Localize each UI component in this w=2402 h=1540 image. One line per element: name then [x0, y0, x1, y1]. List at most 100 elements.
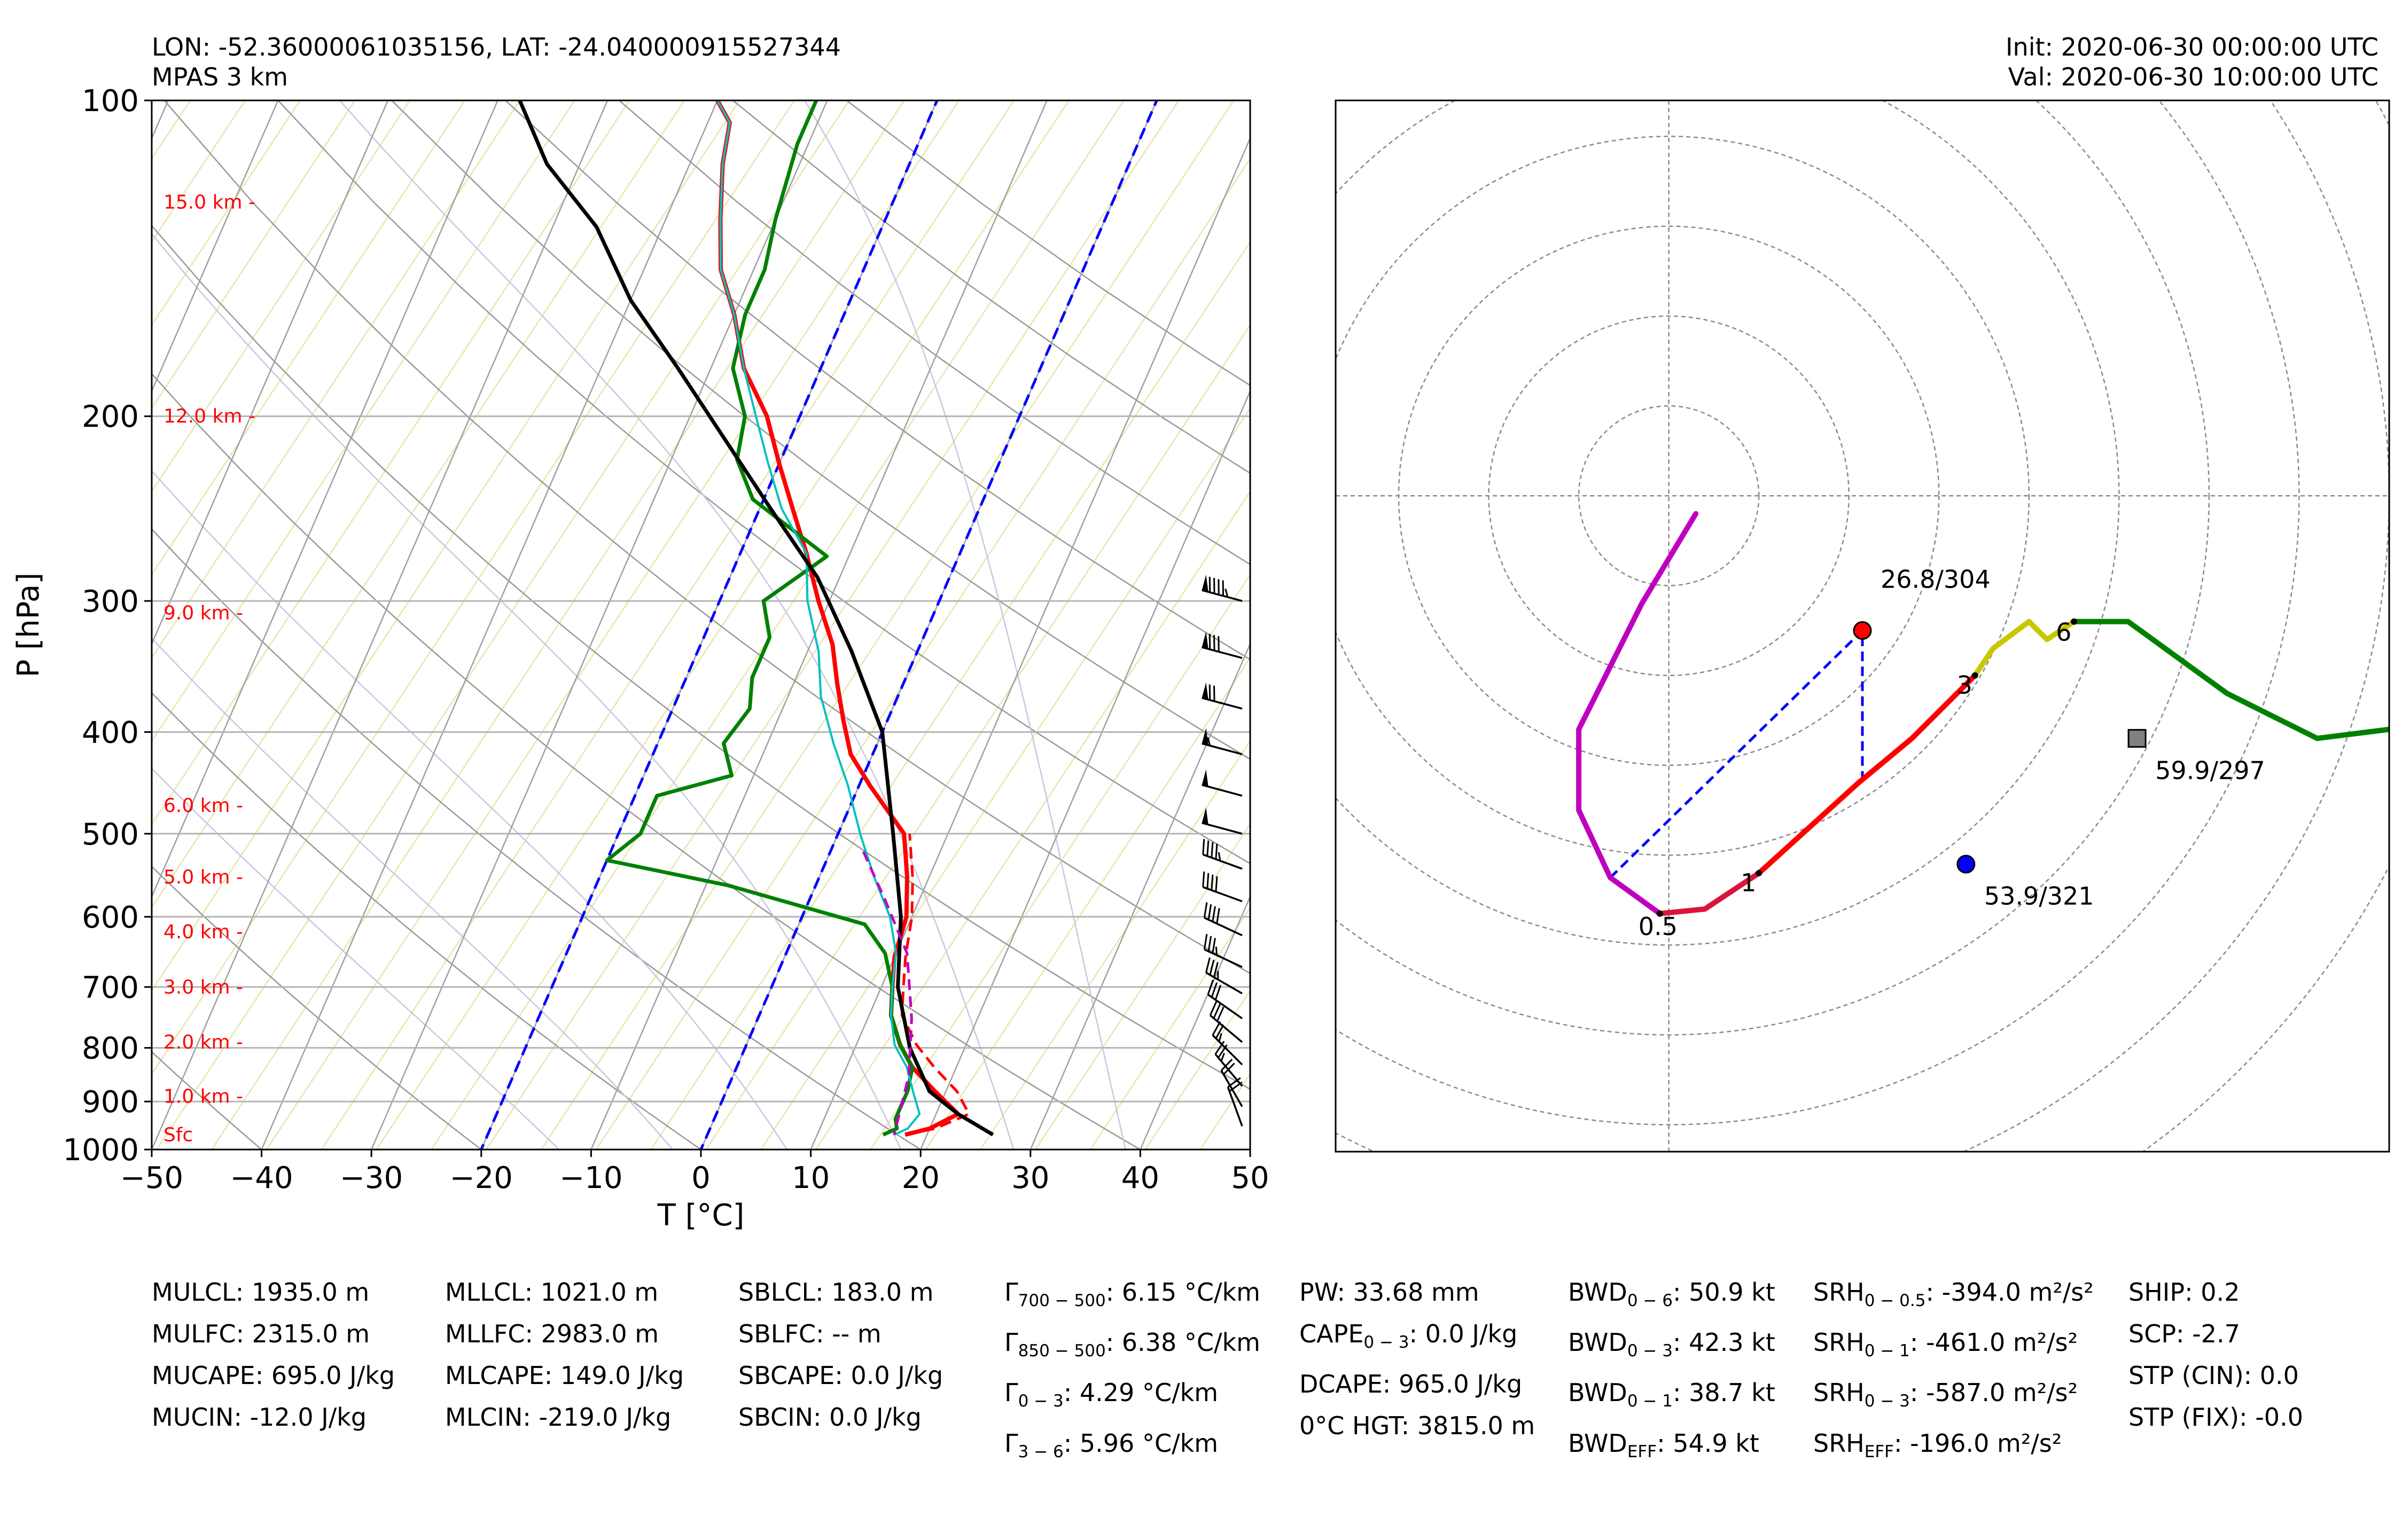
x-tick-label: 20: [902, 1161, 940, 1195]
parameter-item: MULCL: 1935.0 m: [152, 1278, 370, 1307]
parameter-subscript: 0 − 0.5: [1864, 1291, 1926, 1311]
wind-barb-feather: [1203, 934, 1208, 950]
wind-barb-feather: [1212, 1021, 1221, 1036]
y-tick-label: 300: [82, 584, 139, 619]
parameter-value: : 4.29 °C/km: [1063, 1378, 1219, 1408]
wind-barb-pennant: [1202, 769, 1208, 787]
parameter-item: SRH0 − 0.5: -394.0 m²/s²: [1813, 1271, 2094, 1322]
y-tick-label: 800: [82, 1031, 139, 1066]
parameter-item: Γ700 − 500: 6.15 °C/km: [1004, 1271, 1260, 1322]
hodograph-plot-area: 0.5 1 3 6 26.8/304 53.9/321 59.9/297: [1336, 100, 2389, 1152]
mixing-ratio-line: [705, 324, 1250, 1150]
parameter-value: : 6.38 °C/km: [1105, 1328, 1260, 1357]
hodograph-ring: [1336, 100, 2120, 946]
height-label: 5.0 km -: [163, 866, 243, 888]
isotherm-line: [152, 100, 498, 898]
location-label: LON: -52.36000061035156, LAT: -24.040000…: [152, 33, 841, 61]
parcel-profile-line: [518, 100, 994, 1137]
hodograph-ring: [1336, 100, 2300, 1125]
wind-barb: [1202, 631, 1243, 659]
mixing-ratio-line: [1034, 823, 1250, 1150]
mixing-ratio-line: [925, 656, 1250, 1150]
x-axis-label: T [°C]: [657, 1198, 745, 1233]
parameter-subscript: 0 − 3: [1363, 1333, 1409, 1353]
wind-barb-staff: [1202, 784, 1243, 797]
wind-barb-pennant: [1202, 807, 1208, 825]
wind-barb-feather: [1207, 904, 1212, 920]
wind-barb-feather: [1216, 1006, 1225, 1022]
hodograph-ring: [1336, 136, 2030, 856]
y-tick-label: 100: [82, 84, 139, 119]
parameter-subscript: 850 − 500: [1018, 1341, 1106, 1361]
x-tick-label: −20: [450, 1161, 513, 1195]
wind-barb-feather: [1215, 843, 1218, 859]
hodograph-height-label: 0.5: [1639, 912, 1678, 941]
parameter-item: SRH0 − 1: -461.0 m²/s²: [1813, 1322, 2094, 1372]
height-label: 2.0 km -: [163, 1031, 243, 1053]
wind-barb-feather: [1223, 1062, 1235, 1075]
dry-adiabat-line: [152, 224, 1250, 1090]
wind-barb: [1209, 1000, 1243, 1043]
isotherm-line: [919, 389, 1250, 1150]
wind-barb-feather: [1203, 902, 1208, 918]
parameter-item: BWDEFF: 54.9 kt: [1568, 1422, 1775, 1473]
wind-barb-feather: [1207, 737, 1211, 746]
wind-barb: [1202, 807, 1243, 835]
dry-adiabat-line: [619, 100, 1250, 565]
dcape_parcel-profile-line: [862, 851, 913, 1135]
left-mover-label: 53.9/321: [1984, 882, 2094, 911]
wind-barb: [1227, 1077, 1243, 1127]
y-tick-label: 700: [82, 971, 139, 1005]
parameter-item: PW: 33.68 mm: [1299, 1278, 1479, 1307]
mixing-ratio-line: [266, 100, 960, 1150]
sounding-parameters: MULCL: 1935.0 m MULFC: 2315.0 m MUCAPE: 69…: [0, 1271, 2402, 1461]
hodograph-height-dot: [1656, 910, 1663, 917]
wind-barb-staff: [1204, 948, 1243, 968]
isotherm-line: [370, 100, 828, 1150]
hodograph-segment: [2071, 619, 2389, 741]
parameter-item: STP (FIX): -0.0: [2128, 1403, 2303, 1432]
isotherm-line: [152, 100, 609, 1150]
parameter-value: : 50.9 kt: [1672, 1278, 1775, 1307]
parameter-name: BWD: [1568, 1328, 1627, 1357]
mixing-ratio-line: [1144, 989, 1250, 1150]
parameter-item: SBCAPE: 0.0 J/kg: [738, 1361, 943, 1390]
parameter-item: MULFC: 2315.0 m: [152, 1319, 370, 1348]
parameter-subscript: 0 − 3: [1864, 1392, 1910, 1411]
wind-barb-feather: [1215, 876, 1218, 892]
parameter-column: PW: 33.68 mm CAPE0 − 3: 0.0 J/kg DCAPE: 96…: [1299, 1271, 1535, 1447]
dry-adiabat-line: [391, 100, 1250, 760]
wind-barb-pennant: [1202, 682, 1208, 700]
wind-barb-feather: [1229, 1081, 1243, 1092]
x-tick-label: 10: [792, 1161, 830, 1195]
wind-barb: [1212, 1021, 1243, 1066]
parameter-column: BWD0 − 6: 50.9 kt BWD0 − 3: 42.3 kt BWD0 −…: [1568, 1271, 1775, 1473]
wind-barb-staff: [1212, 1034, 1243, 1066]
skewt-plot-area: [152, 100, 1250, 1150]
parameter-item: BWD0 − 3: 42.3 kt: [1568, 1322, 1775, 1372]
wind-barb-staff: [1227, 1086, 1243, 1127]
parameter-item: SBLCL: 183.0 m: [738, 1278, 934, 1307]
parameter-value: : 54.9 kt: [1657, 1428, 1759, 1458]
y-tick-label: 500: [82, 817, 139, 852]
wind-barb-staff: [1204, 917, 1243, 936]
hodograph-height-dot: [1971, 672, 1978, 679]
x-tick-label: 50: [1231, 1161, 1269, 1195]
wind-barb: [1202, 839, 1243, 870]
moist-adiabat-line: [804, 100, 1127, 1150]
height-label: 3.0 km -: [163, 976, 243, 998]
x-tick-label: 30: [1011, 1161, 1049, 1195]
parameter-subscript: EFF: [1627, 1442, 1657, 1461]
isotherm-minus20-line: [480, 100, 939, 1150]
left-mover-marker: [1956, 855, 1976, 874]
wind-barb-feather: [1205, 957, 1211, 973]
parameter-name: BWD: [1568, 1378, 1627, 1408]
wind-barb: [1203, 902, 1243, 936]
isotherm-0-line: [699, 100, 1158, 1150]
wind-barb: [1202, 769, 1243, 797]
mixing-ratio-line: [152, 100, 685, 909]
model-label: MPAS 3 km: [152, 62, 288, 91]
parameter-column: Γ700 − 500: 6.15 °C/km Γ850 − 500: 6.38 °…: [1004, 1271, 1260, 1473]
wind-barb-feather: [1213, 961, 1219, 978]
mixing-ratio-line: [540, 100, 1235, 1150]
